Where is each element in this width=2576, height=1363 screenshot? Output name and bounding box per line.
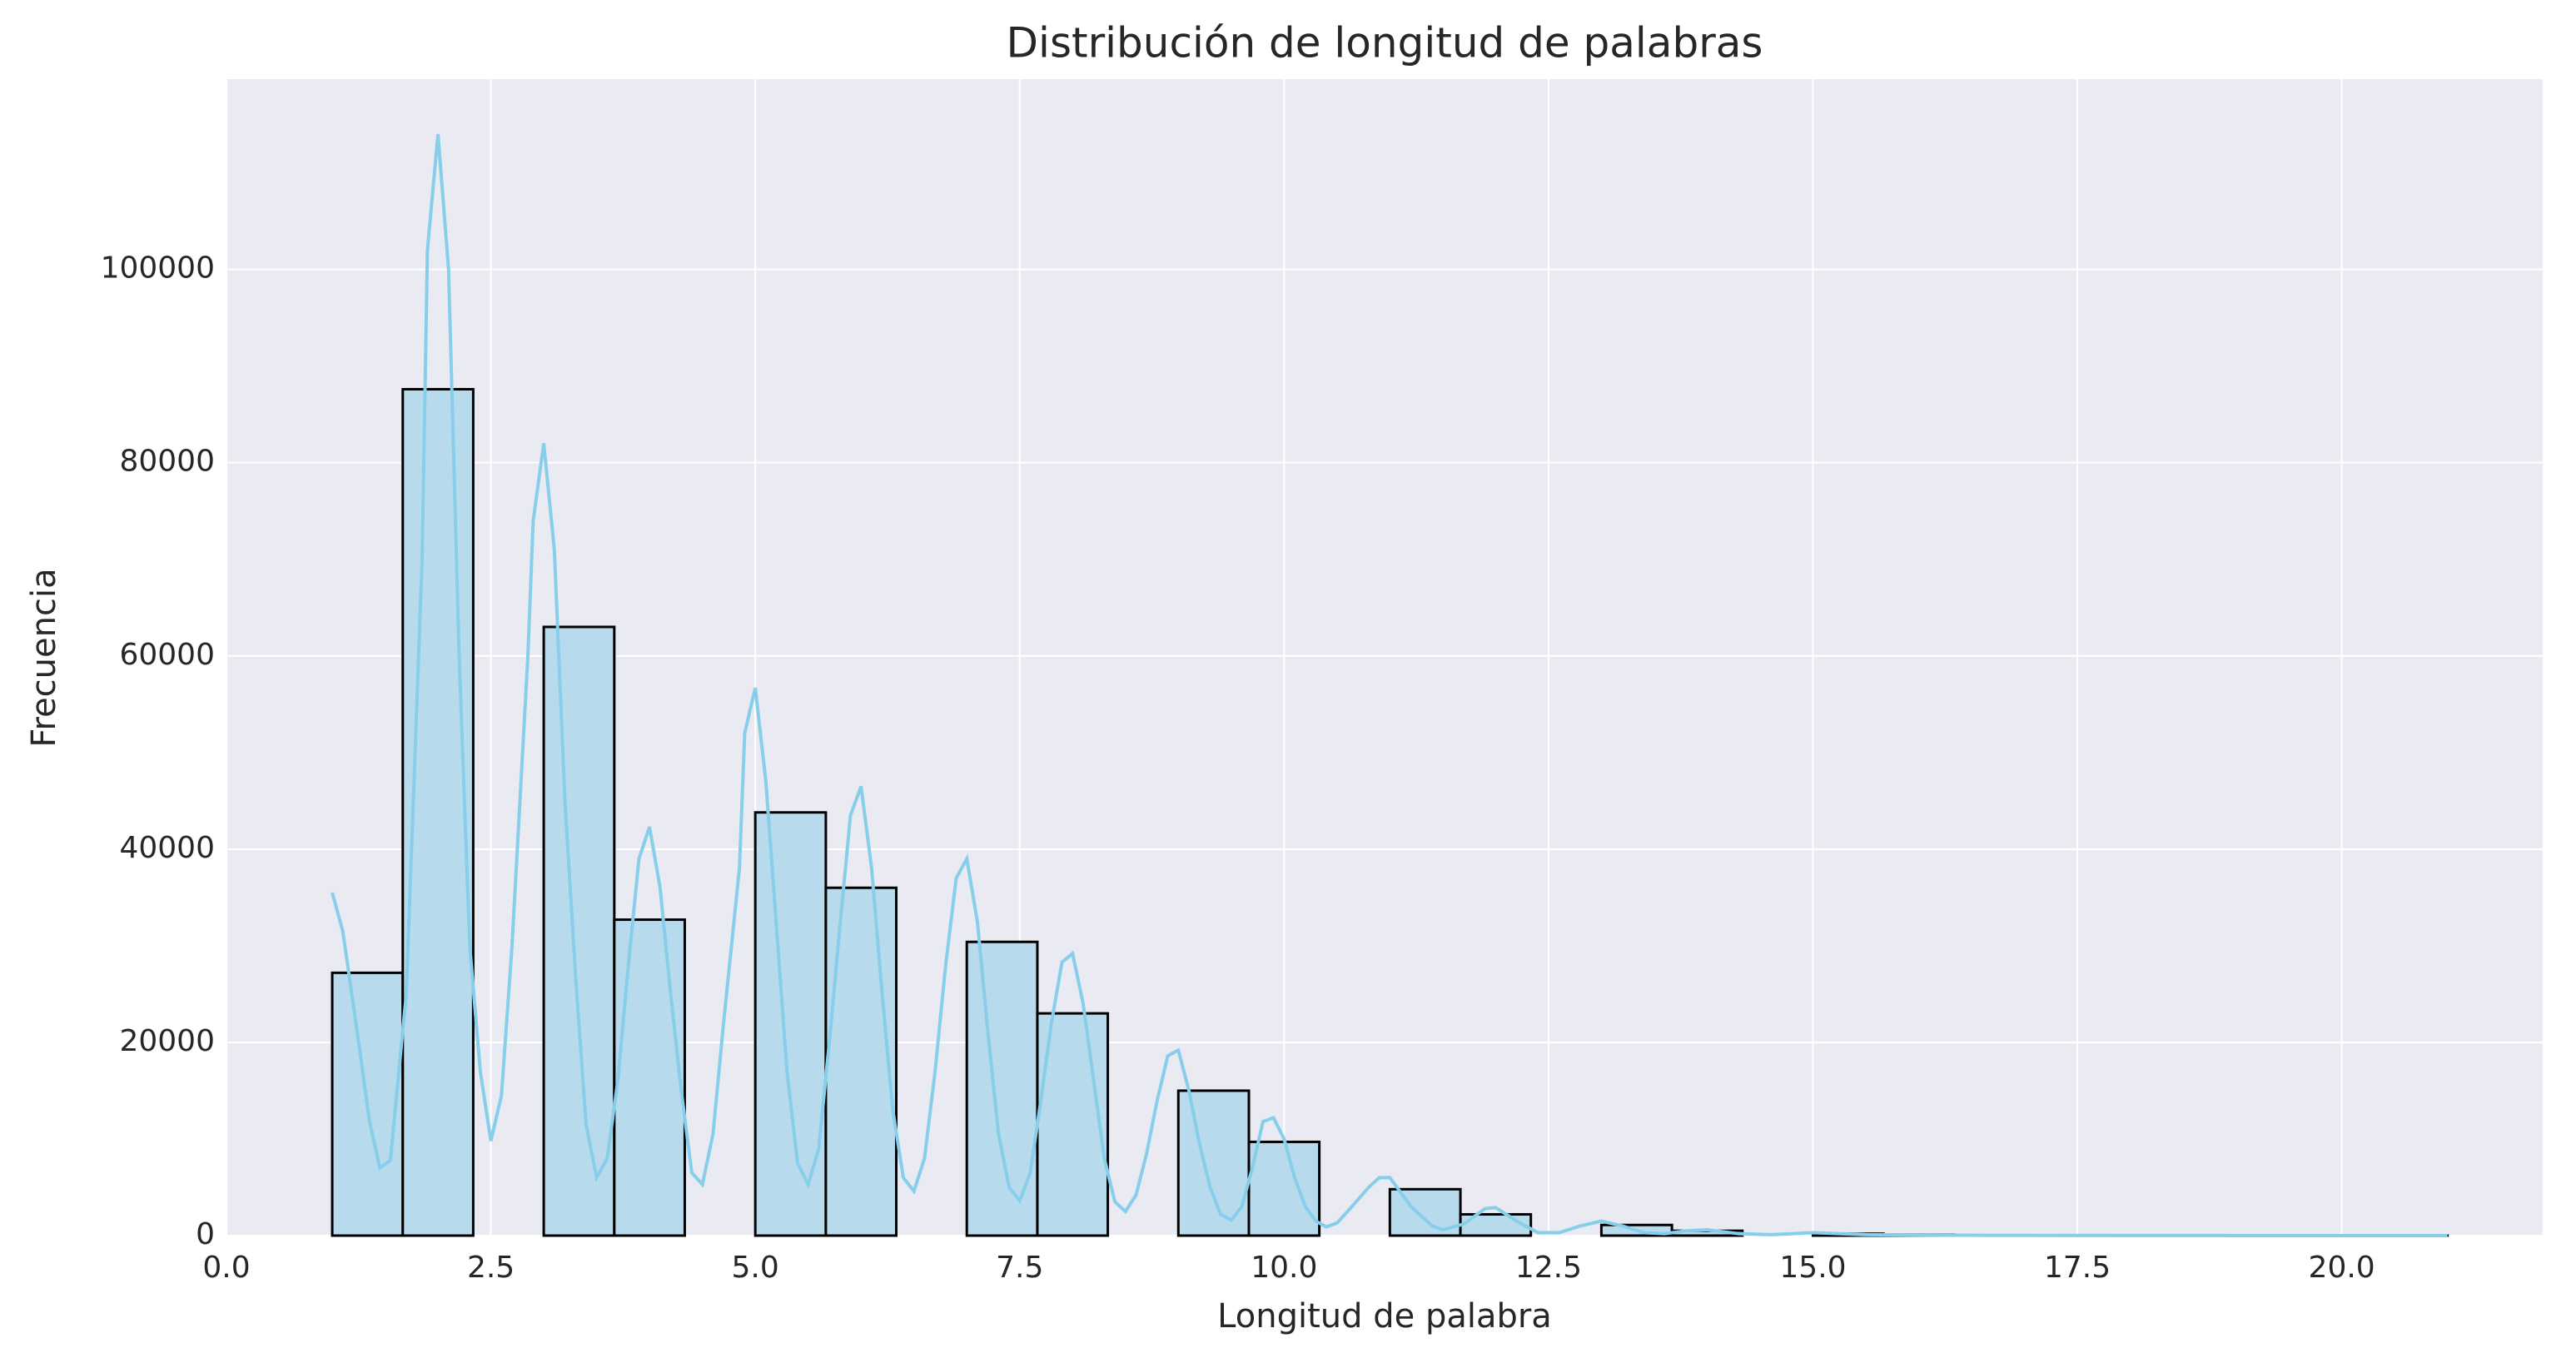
bar	[542, 625, 616, 1237]
y-tick-label: 100000	[101, 251, 215, 286]
bar	[613, 918, 686, 1237]
x-tick-label: 2.5	[467, 1251, 515, 1285]
x-axis-label: Longitud de palabra	[1217, 1297, 1552, 1336]
x-tick-label: 10.0	[1251, 1251, 1317, 1285]
x-tick-label: 7.5	[996, 1251, 1043, 1285]
bar	[824, 886, 898, 1237]
kde-line	[331, 133, 2448, 1237]
bar	[1176, 1089, 1251, 1237]
bar	[753, 811, 828, 1237]
x-tick-label: 0.0	[202, 1251, 250, 1285]
x-tick-label: 15.0	[1779, 1251, 1846, 1285]
y-tick-label: 20000	[119, 1024, 215, 1058]
y-tick-label: 0	[196, 1217, 215, 1251]
chart-title: Distribución de longitud de palabras	[1007, 19, 1763, 67]
y-tick-label: 80000	[119, 445, 215, 479]
y-tick-label: 40000	[119, 831, 215, 865]
y-axis-label: Frecuencia	[25, 568, 63, 747]
bar	[1247, 1140, 1321, 1237]
x-tick-label: 20.0	[2309, 1251, 2375, 1285]
y-tick-label: 60000	[119, 638, 215, 672]
bar	[965, 940, 1039, 1237]
x-tick-label: 17.5	[2044, 1251, 2111, 1285]
x-tick-label: 5.0	[732, 1251, 779, 1285]
x-tick-label: 12.5	[1515, 1251, 1582, 1285]
